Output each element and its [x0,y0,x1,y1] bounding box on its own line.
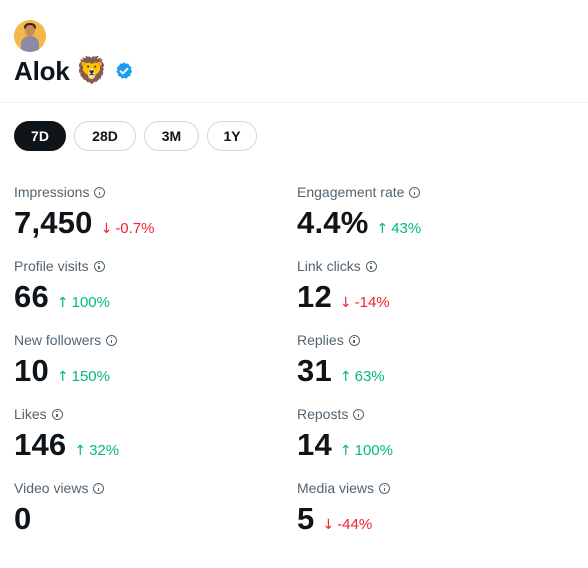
metric-value: 5 [297,501,315,536]
metric-change: ↑ 43% [376,220,421,237]
info-icon[interactable] [348,334,360,346]
arrow-up-icon: ↑ [56,369,69,385]
metric-reposts: Reposts 14 ↑ 100% [297,405,567,463]
metric-label: New followers [14,332,102,348]
info-icon[interactable] [94,186,106,198]
metric-label: Video views [14,480,89,496]
metric-label: Likes [14,406,47,422]
metric-link-clicks: Link clicks 12 ↓ -14% [297,257,567,315]
metric-change-value: 150% [71,368,110,385]
info-icon[interactable] [93,482,105,494]
time-range-tabs: 7D 28D 3M 1Y [14,121,257,151]
info-icon[interactable] [51,408,63,420]
verified-badge-icon[interactable] [114,61,134,81]
metric-change: ↑ 100% [57,294,110,311]
metric-change: ↓ -14% [340,294,390,311]
info-icon[interactable] [379,482,391,494]
metric-label: Reposts [297,406,349,422]
metric-change: ↑ 150% [57,368,110,385]
lion-emoji-icon: 🦁 [75,56,108,86]
metric-value: 10 [14,353,49,388]
info-icon[interactable] [353,408,365,420]
arrow-down-icon: ↓ [100,221,113,237]
metric-change-value: 100% [354,442,393,459]
arrow-down-icon: ↓ [339,295,352,311]
metric-likes: Likes 146 ↑ 32% [14,405,284,463]
metric-value: 14 [297,427,332,462]
metric-value: 12 [297,279,332,314]
metric-value: 7,450 [14,205,93,240]
header-divider [0,102,588,103]
info-icon[interactable] [93,260,105,272]
info-icon[interactable] [409,186,421,198]
metric-change-value: -0.7% [115,220,155,237]
profile-header [14,20,46,52]
tab-1y[interactable]: 1Y [207,121,257,151]
metric-new-followers: New followers 10 ↑ 150% [14,331,284,389]
metric-label: Link clicks [297,258,361,274]
metric-change-value: 43% [391,220,422,237]
metric-change: ↑ 63% [340,368,385,385]
metric-change-value: 63% [354,368,385,385]
metric-label: Replies [297,332,344,348]
metric-impressions: Impressions 7,450 ↓ -0.7% [14,183,284,241]
metric-engagement-rate: Engagement rate 4.4% ↑ 43% [297,183,567,241]
info-icon[interactable] [365,260,377,272]
metric-change-value: 100% [71,294,110,311]
metric-value: 4.4% [297,205,369,240]
tab-3m[interactable]: 3M [144,121,199,151]
info-icon[interactable] [106,334,118,346]
profile-name: Alok [14,55,70,86]
metric-value: 31 [297,353,332,388]
arrow-up-icon: ↑ [339,369,352,385]
metric-change-value: -14% [354,294,390,311]
metric-replies: Replies 31 ↑ 63% [297,331,567,389]
metric-change: ↑ 100% [340,442,393,459]
arrow-down-icon: ↓ [322,517,335,533]
metric-video-views: Video views 0 [14,479,284,537]
arrow-up-icon: ↑ [56,295,69,311]
metric-change-value: -44% [337,516,373,533]
metric-label: Profile visits [14,258,89,274]
metric-label: Media views [297,480,375,496]
tab-7d[interactable]: 7D [14,121,66,151]
arrow-up-icon: ↑ [376,221,389,237]
metric-value: 0 [14,501,32,536]
metric-change-value: 32% [89,442,120,459]
metric-change: ↓ -0.7% [101,220,155,237]
tab-28d[interactable]: 28D [74,121,136,151]
metric-label: Engagement rate [297,184,405,200]
arrow-up-icon: ↑ [74,443,87,459]
metric-media-views: Media views 5 ↓ -44% [297,479,567,537]
metric-profile-visits: Profile visits 66 ↑ 100% [14,257,284,315]
avatar[interactable] [14,20,46,52]
metric-value: 146 [14,427,67,462]
metric-label: Impressions [14,184,90,200]
metric-value: 66 [14,279,49,314]
metric-change: ↓ -44% [322,516,372,533]
profile-name-row: Alok 🦁 [14,54,134,88]
metric-change: ↑ 32% [74,442,119,459]
arrow-up-icon: ↑ [339,443,352,459]
